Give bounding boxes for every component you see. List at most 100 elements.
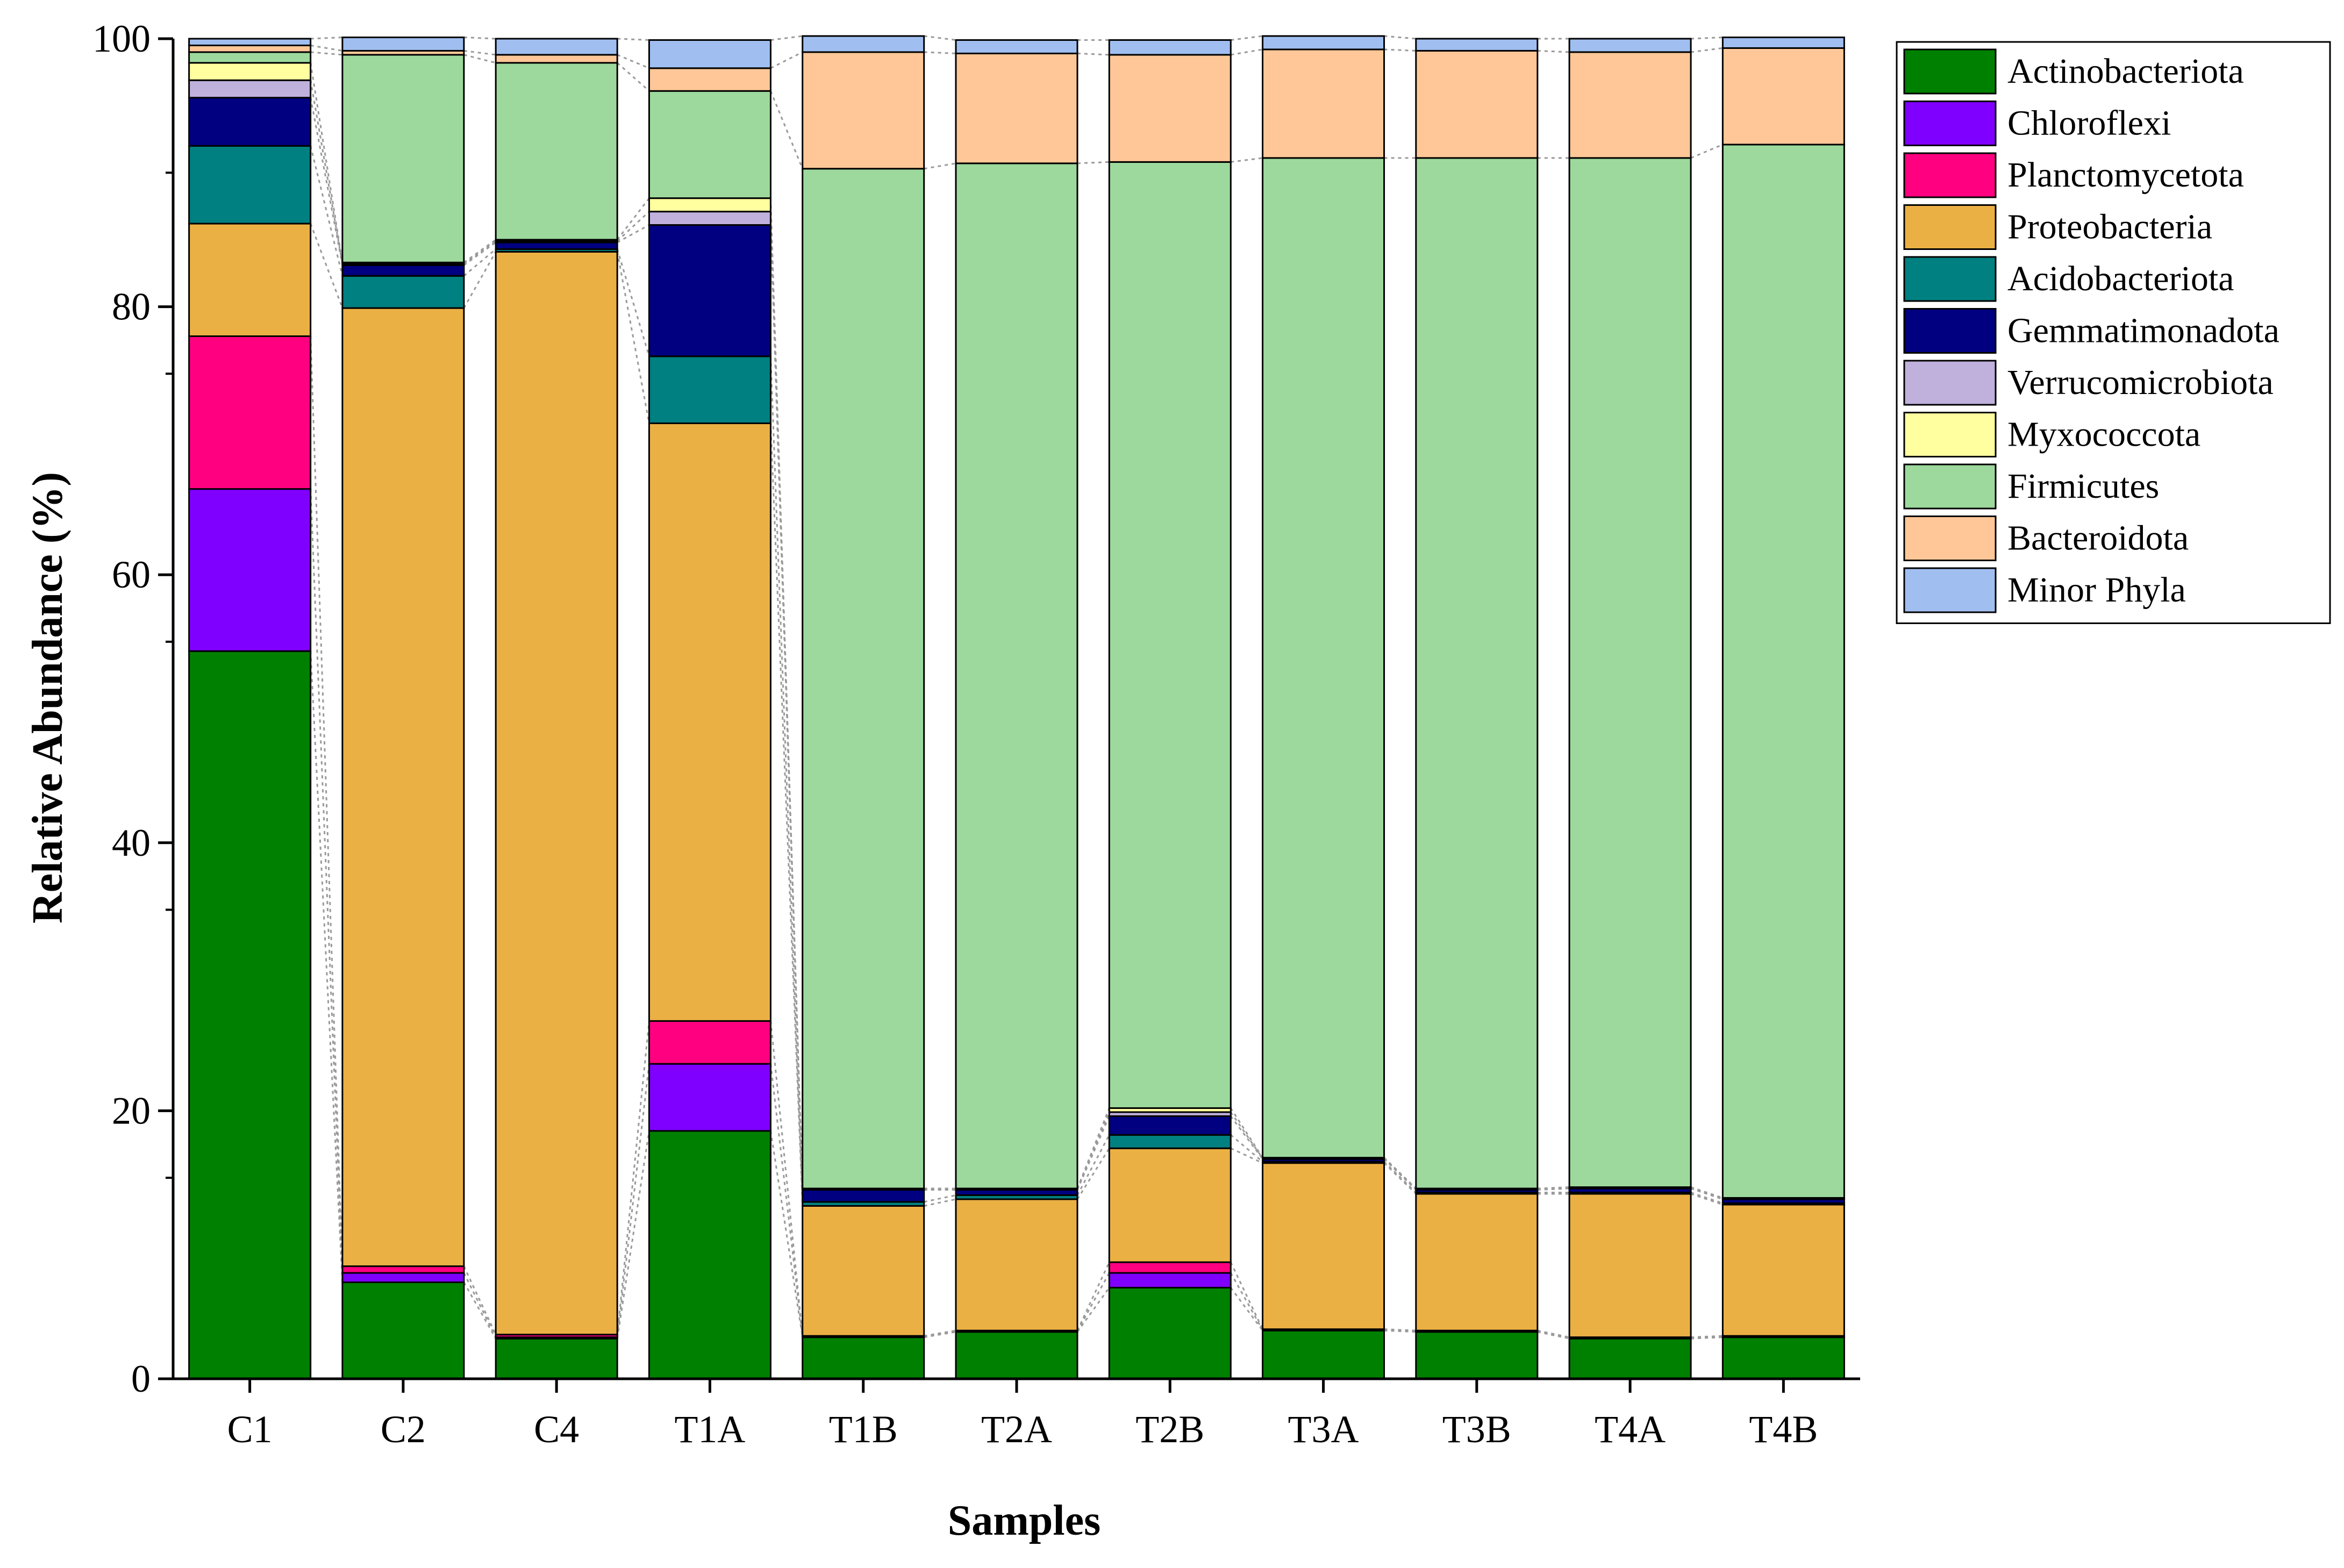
- bar-segment-c2-firmicutes: [341, 54, 465, 263]
- connector-t1a-t1b-acidobacteriota: [769, 356, 804, 1202]
- connector-c2-c4-chloroflexi: [463, 1272, 497, 1338]
- connector-c1-c2-bacteroidota: [310, 44, 343, 52]
- bar-segment-c1-chloroflexi: [188, 488, 312, 652]
- connector-t2a-t2b-actinobacteriota: [1076, 1287, 1110, 1333]
- bar-segment-c4-proteobacteria: [495, 250, 618, 1336]
- bar-segment-c1-bacteroidota: [188, 44, 312, 53]
- connector-t2a-t2b-planctomycetota: [1076, 1262, 1110, 1331]
- bar-segment-t1a-bacteroidota: [648, 67, 771, 92]
- y-tick-label-60: 60: [112, 553, 151, 596]
- bar-stack-t3b: [1415, 38, 1539, 1380]
- bar-segment-t2b-firmicutes: [1108, 161, 1232, 1109]
- bar-segment-t1b-proteobacteria: [802, 1205, 925, 1337]
- connector-c4-t1a-proteobacteria: [616, 252, 650, 424]
- y-tick-label-80: 80: [112, 285, 151, 328]
- connector-t3a-t3b-minor-phyla: [1384, 35, 1416, 40]
- bar-segment-t3b-minor-phyla: [1415, 38, 1539, 52]
- bar-segment-t1a-myxococcota: [648, 197, 771, 213]
- connector-t1b-t2a-bacteroidota: [924, 51, 956, 54]
- bar-segment-c2-actinobacteriota: [341, 1281, 465, 1380]
- legend-item-verrucomicrobiota: Verrucomicrobiota: [1903, 360, 2274, 406]
- bar-stack-t2b: [1108, 39, 1232, 1380]
- legend-swatch-minor-phyla: [1903, 567, 1997, 613]
- bar-segment-c4-gemmatimonadota: [495, 241, 618, 250]
- bar-segment-t3a-bacteroidota: [1262, 48, 1385, 159]
- connector-t1b-t2a-firmicutes: [924, 162, 956, 170]
- connector-t4a-t4b-planctomycetota: [1691, 1335, 1723, 1338]
- connector-t3b-t4a-bacteroidota: [1537, 49, 1570, 53]
- connector-c4-t1a-minor-phyla: [617, 38, 649, 41]
- legend-swatch-chloroflexi: [1903, 101, 1997, 146]
- connector-t3b-t4a-myxococcota: [1537, 1186, 1570, 1190]
- connector-c1-c2-chloroflexi: [310, 489, 344, 1273]
- connector-c1-c2-planctomycetota: [310, 336, 344, 1266]
- bar-segment-t1a-chloroflexi: [648, 1063, 771, 1132]
- connector-c2-c4-planctomycetota: [463, 1265, 497, 1335]
- legend-item-gemmatimonadota: Gemmatimonadota: [1903, 308, 2279, 354]
- bar-segment-t2b-acidobacteriota: [1108, 1134, 1232, 1149]
- connector-c4-t1a-firmicutes: [617, 62, 650, 92]
- y-axis-title: Relative Abundance (%): [24, 472, 72, 923]
- connector-t4a-t4b-firmicutes: [1690, 144, 1723, 159]
- bar-stack-t4b: [1721, 37, 1845, 1380]
- connector-t3a-t3b-bacteroidota: [1384, 48, 1416, 52]
- bar-stacks: [188, 35, 1845, 1380]
- bar-segment-t4a-minor-phyla: [1568, 38, 1692, 53]
- bar-segment-t3b-actinobacteriota: [1415, 1331, 1539, 1380]
- connector-t3a-t3b-planctomycetota: [1384, 1328, 1416, 1331]
- connector-t1b-t2a-planctomycetota: [924, 1329, 956, 1337]
- bar-stack-t4a: [1568, 38, 1692, 1380]
- bar-segment-t3b-proteobacteria: [1415, 1193, 1539, 1331]
- connector-c1-c2-myxococcota: [310, 62, 344, 263]
- legend-label-acidobacteriota: Acidobacteriota: [2007, 259, 2234, 298]
- legend-label-chloroflexi: Chloroflexi: [2007, 104, 2171, 143]
- legend-item-actinobacteriota: Actinobacteriota: [1903, 48, 2244, 95]
- bar-stack-t3a: [1262, 35, 1385, 1380]
- x-tick-label-c1: C1: [227, 1408, 273, 1451]
- x-axis-title: Samples: [948, 1497, 1101, 1544]
- x-tick-label-t1a: T1A: [674, 1408, 745, 1451]
- legend: Actinobacteriota Chloroflexi Planctomyceto…: [1896, 41, 2331, 624]
- connector-c1-c2-gemmatimonadota: [310, 97, 344, 266]
- connector-t1a-t1b-myxococcota: [769, 198, 804, 1189]
- x-tick-label-c2: C2: [381, 1408, 426, 1451]
- connector-c4-t1a-gemmatimonadota: [617, 224, 650, 244]
- connector-t3a-t3b-proteobacteria: [1383, 1162, 1417, 1195]
- y-tick-label-40: 40: [112, 821, 151, 864]
- legend-swatch-bacteroidota: [1903, 515, 1997, 561]
- x-tick-label-t2b: T2B: [1135, 1408, 1204, 1451]
- bar-segment-t1a-acidobacteriota: [648, 355, 771, 424]
- bar-segment-c4-firmicutes: [495, 62, 618, 241]
- legend-label-firmicutes: Firmicutes: [2007, 467, 2159, 506]
- bar-segment-t4a-proteobacteria: [1568, 1193, 1692, 1338]
- bar-segment-t1a-minor-phyla: [648, 39, 771, 69]
- connector-t4a-t4b-bacteroidota: [1690, 47, 1723, 53]
- bar-segment-t2a-firmicutes: [955, 162, 1078, 1190]
- bar-segment-c2-planctomycetota: [341, 1265, 465, 1274]
- bar-segment-c1-minor-phyla: [188, 38, 312, 46]
- axes: 0 20 40 60 80 100 C1 C2 C4 T1A T1B T2A T2B T3A T3B T4A T…: [92, 17, 1860, 1451]
- bar-segment-t1a-actinobacteriota: [648, 1130, 771, 1380]
- connector-c1-c2-actinobacteriota: [310, 651, 344, 1283]
- bar-segment-t2b-actinobacteriota: [1108, 1286, 1232, 1380]
- connector-c4-t1a-myxococcota: [616, 197, 650, 240]
- legend-label-myxococcota: Myxococcota: [2007, 415, 2200, 454]
- connector-c4-t1a-verrucomicrobiota: [617, 211, 650, 242]
- bar-segment-t2a-proteobacteria: [955, 1198, 1078, 1331]
- bar-segment-t2b-proteobacteria: [1108, 1147, 1232, 1263]
- bar-segment-c1-actinobacteriota: [188, 650, 312, 1380]
- connector-t4a-t4b-myxococcota: [1690, 1186, 1723, 1199]
- bar-stack-t2a: [955, 39, 1078, 1380]
- connector-t2a-t2b-firmicutes: [1077, 161, 1110, 164]
- bar-segment-t3b-bacteroidota: [1415, 49, 1539, 159]
- x-tick-label-t3a: T3A: [1288, 1408, 1359, 1451]
- connector-t3a-t3b-myxococcota: [1383, 1157, 1417, 1190]
- bar-segment-c1-planctomycetota: [188, 335, 312, 490]
- bar-stack-c2: [341, 37, 465, 1380]
- bar-segment-t2b-minor-phyla: [1108, 39, 1232, 56]
- legend-item-chloroflexi: Chloroflexi: [1903, 101, 2171, 146]
- connector-c2-c4-minor-phyla: [463, 37, 496, 40]
- connector-c2-c4-firmicutes: [463, 54, 496, 64]
- bar-segment-t2b-gemmatimonadota: [1108, 1115, 1232, 1136]
